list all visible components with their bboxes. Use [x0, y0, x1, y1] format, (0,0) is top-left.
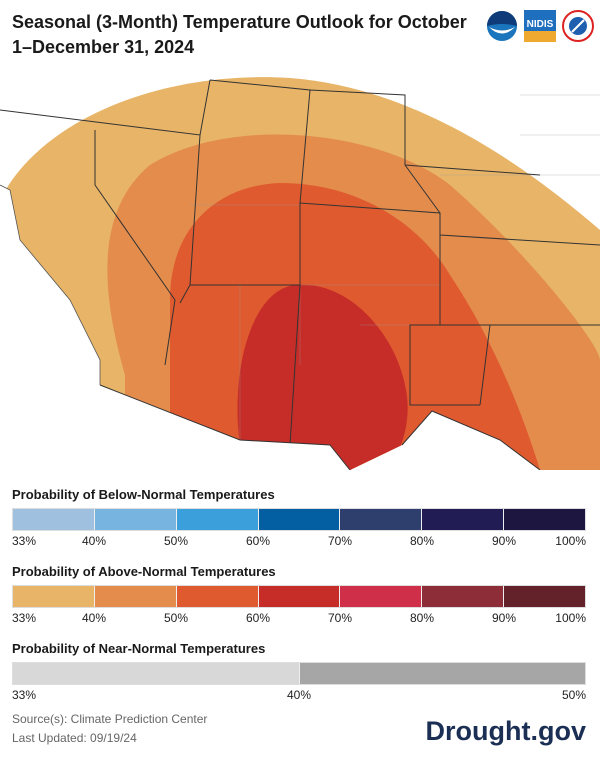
tick-label: 70% — [327, 611, 353, 625]
tick-label: 90% — [491, 534, 517, 548]
tick-label: 80% — [409, 534, 435, 548]
drought-gov-logo[interactable]: Drought.gov — [425, 716, 586, 746]
tick-label: 50% — [163, 534, 189, 548]
nidis-logo: NIDIS — [524, 10, 556, 42]
tick-label: 100% — [555, 611, 586, 625]
tick-label: 50% — [561, 688, 586, 702]
band-60-70 — [237, 284, 408, 470]
noaa-logo — [487, 11, 517, 41]
above-color-bar — [12, 585, 586, 608]
below-swatch-1 — [94, 509, 177, 530]
tick-label: 80% — [409, 611, 435, 625]
below-legend-title: Probability of Below-Normal Temperatures — [12, 487, 275, 502]
near-swatch-1 — [299, 663, 585, 684]
tick-label: 40% — [81, 611, 107, 625]
coastline — [0, 184, 101, 385]
below-swatch-4 — [340, 509, 423, 530]
state-borders — [0, 79, 600, 446]
tick-label: 100% — [555, 534, 586, 548]
above-swatch-0 — [13, 586, 95, 607]
below-swatch-6 — [504, 509, 586, 530]
below-swatch-0 — [13, 509, 95, 530]
above-swatch-4 — [340, 586, 423, 607]
temperature-outlook-map — [0, 75, 600, 470]
below-ticks: 33% 40% 50% 60% 70% 80% 90% 100% — [12, 534, 586, 550]
last-updated: Last Updated: 09/19/24 — [12, 731, 137, 745]
tick-label: 33% — [12, 688, 37, 702]
above-legend-title: Probability of Above-Normal Temperatures — [12, 564, 276, 579]
above-ticks: 33% 40% 50% 60% 70% 80% 90% 100% — [12, 611, 586, 627]
source-text: Source(s): Climate Prediction Center — [12, 712, 208, 726]
above-swatch-5 — [422, 586, 505, 607]
tick-label: 40% — [286, 688, 312, 702]
near-color-bar — [12, 662, 586, 685]
tick-label: 90% — [491, 611, 517, 625]
below-swatch-3 — [258, 509, 341, 530]
tick-label: 40% — [81, 534, 107, 548]
near-swatch-0 — [13, 663, 300, 684]
nws-logo — [562, 10, 594, 42]
mexico-border — [99, 384, 541, 470]
below-swatch-5 — [422, 509, 505, 530]
tick-label: 50% — [163, 611, 189, 625]
above-swatch-3 — [258, 586, 341, 607]
above-swatch-6 — [504, 586, 586, 607]
tick-label: 70% — [327, 534, 353, 548]
below-color-bar — [12, 508, 586, 531]
below-swatch-2 — [176, 509, 259, 530]
page-title: Seasonal (3-Month) Temperature Outlook f… — [12, 12, 467, 57]
tick-label: 60% — [245, 611, 271, 625]
partner-logos: NIDIS — [486, 10, 594, 42]
tick-label: 33% — [12, 611, 37, 625]
above-swatch-2 — [176, 586, 259, 607]
svg-text:NIDIS: NIDIS — [527, 19, 554, 30]
near-ticks: 33% 40% 50% — [12, 688, 586, 704]
tick-label: 33% — [12, 534, 37, 548]
tick-label: 60% — [245, 534, 271, 548]
above-swatch-1 — [94, 586, 177, 607]
near-legend-title: Probability of Near-Normal Temperatures — [12, 641, 266, 656]
